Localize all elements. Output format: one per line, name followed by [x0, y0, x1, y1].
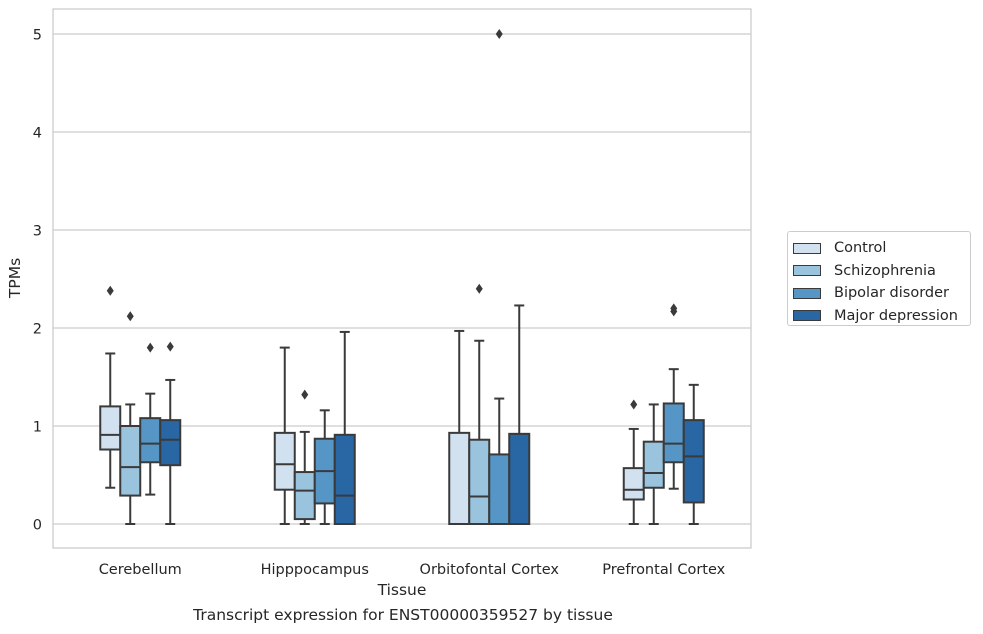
- legend-item: Schizophrenia: [793, 260, 970, 283]
- box-series: [99, 29, 705, 526]
- box-control: [273, 346, 296, 525]
- box-major-depression: [333, 330, 356, 526]
- x-axis-label: Tissue: [377, 581, 427, 599]
- box-major-depression: [159, 341, 182, 525]
- box-bipolar-disorder: [662, 303, 685, 490]
- legend-label: Schizophrenia: [834, 262, 936, 279]
- outlier-point: [630, 399, 638, 410]
- x-tick-label: Prefrontal Cortex: [602, 562, 725, 578]
- box-bipolar-disorder: [313, 409, 336, 525]
- legend-swatch: [793, 265, 821, 277]
- box-iqr: [662, 402, 685, 464]
- x-tick-labels: Cerebellum Hipppocampus Orbitofontal Corte…: [99, 562, 726, 578]
- x-tick-label: Hipppocampus: [261, 562, 369, 578]
- outlier-point: [301, 389, 309, 400]
- box-bipolar-disorder: [139, 342, 162, 496]
- outlier-point: [126, 311, 134, 322]
- outlier-point: [166, 341, 174, 352]
- x-tick-label: Cerebellum: [99, 562, 182, 578]
- box-bipolar-disorder: [488, 29, 511, 526]
- box-control: [448, 329, 471, 525]
- y-tick-label: 5: [33, 28, 42, 44]
- legend-label: Major depression: [834, 307, 958, 324]
- box-schizophrenia: [468, 283, 491, 525]
- y-tick-label: 0: [33, 518, 42, 534]
- box-iqr: [468, 438, 491, 525]
- legend-item: Major depression: [793, 305, 970, 328]
- x-tick-label: Orbitofontal Cortex: [420, 562, 560, 578]
- legend-item: Control: [793, 237, 970, 260]
- legend-label: Control: [834, 240, 887, 257]
- box-iqr: [99, 405, 122, 451]
- outlier-point: [475, 283, 483, 294]
- box-iqr: [488, 453, 511, 526]
- y-tick-label: 3: [33, 224, 42, 240]
- box-iqr: [119, 425, 142, 497]
- box-iqr: [293, 471, 316, 521]
- outlier-point: [670, 303, 678, 314]
- legend: Control Schizophrenia Bipolar disorder Majo…: [787, 231, 971, 326]
- box-iqr: [682, 419, 705, 504]
- box-schizophrenia: [119, 311, 142, 525]
- outlier-point: [495, 29, 503, 39]
- box-iqr: [508, 432, 531, 525]
- legend-item: Bipolar disorder: [793, 282, 970, 305]
- legend-swatch: [793, 287, 821, 299]
- box-schizophrenia: [293, 389, 316, 525]
- box-schizophrenia: [642, 403, 665, 525]
- box-iqr: [139, 417, 162, 464]
- box-major-depression: [508, 304, 531, 525]
- box-major-depression: [682, 383, 705, 525]
- box-iqr: [622, 467, 645, 501]
- y-tick-label: 1: [33, 420, 42, 436]
- y-axis-label: TPMs: [6, 258, 24, 299]
- legend-swatch: [793, 242, 821, 254]
- legend-label: Bipolar disorder: [834, 285, 949, 302]
- y-tick-label: 2: [33, 322, 42, 338]
- plot-frame: [52, 8, 752, 549]
- outlier-point: [146, 342, 154, 353]
- chart-caption: Transcript expression for ENST0000035952…: [193, 606, 613, 624]
- box-iqr: [448, 431, 471, 525]
- outlier-point: [106, 285, 114, 296]
- legend-swatch: [793, 310, 821, 322]
- y-tick-label: 4: [33, 126, 42, 142]
- box-iqr: [642, 440, 665, 489]
- box-iqr: [159, 419, 182, 467]
- box-iqr: [273, 431, 296, 491]
- y-tick-labels: 0 1 2 3 4 5: [33, 28, 42, 534]
- box-iqr: [333, 433, 356, 526]
- box-control: [622, 399, 645, 525]
- box-control: [99, 285, 122, 489]
